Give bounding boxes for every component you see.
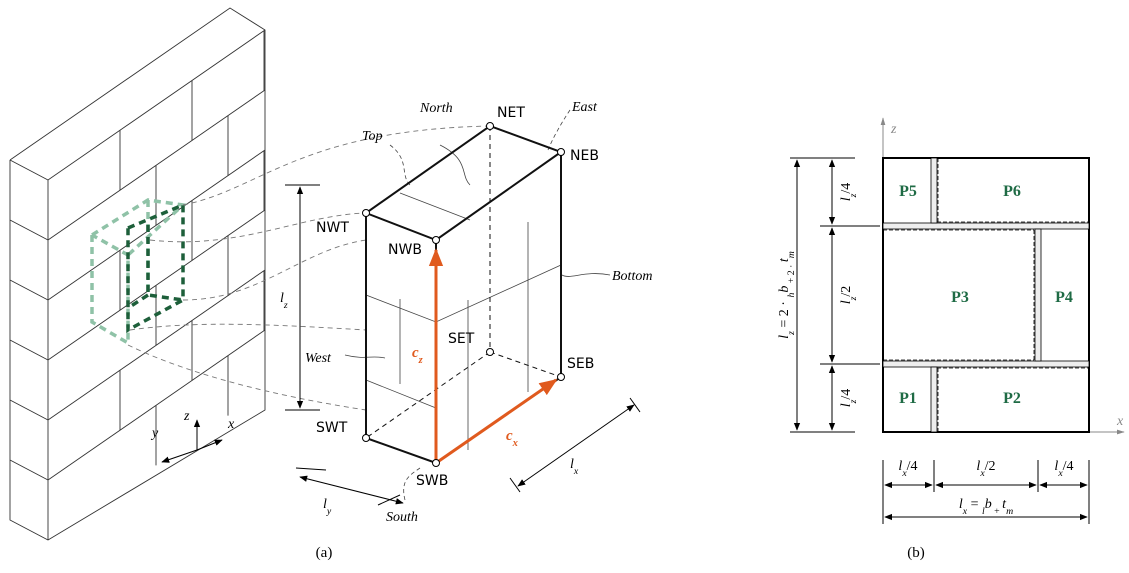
dimension-label: lx	[570, 457, 579, 477]
face-label: East	[571, 100, 598, 115]
brick-wall	[10, 8, 265, 540]
brick-joint	[48, 270, 265, 420]
text-part: /4	[907, 459, 918, 474]
page: North East Top Bottom West South NET NEB…	[0, 0, 1129, 573]
face-label: North	[419, 101, 453, 116]
vector-cx	[436, 380, 556, 463]
box	[363, 123, 565, 467]
dimension-label: lx/4	[1054, 459, 1073, 479]
corner-label: SET	[448, 331, 475, 347]
face-label: West	[305, 351, 332, 366]
dimension-label: lx/4	[898, 459, 917, 479]
corner-label: SEB	[567, 356, 594, 372]
text-part: = 2 ·	[777, 298, 792, 332]
subscript: +	[992, 506, 1002, 517]
text-part: /4	[1063, 459, 1074, 474]
part-label: P4	[1055, 289, 1073, 306]
corner-label: SWB	[416, 473, 448, 489]
subscript: y	[326, 506, 332, 517]
caption: (b)	[907, 545, 925, 561]
panel-b-drawing	[790, 118, 1124, 524]
text-part: =	[967, 497, 982, 512]
face-label: Top	[362, 129, 383, 144]
dimension-label: lz/4	[839, 183, 859, 202]
figure: North East Top Bottom West South NET NEB…	[0, 0, 1129, 573]
dimension-label: lz/4	[839, 389, 859, 408]
text-part: /2	[985, 459, 996, 474]
part-label: P2	[1003, 390, 1021, 407]
text-part: /4	[839, 389, 854, 400]
text-part: /2	[839, 286, 854, 297]
subscript: m	[1006, 506, 1013, 517]
dimension-label: lz	[280, 291, 288, 311]
dimension-label: lx/2	[976, 459, 995, 479]
subscript: + 2 ·	[786, 262, 797, 285]
part-label: P6	[1003, 183, 1021, 200]
brick-joint	[48, 330, 265, 480]
brick-joint	[10, 460, 48, 480]
axis-label: z	[183, 409, 190, 424]
subscript: z	[418, 355, 424, 366]
text-part: b	[777, 286, 792, 293]
vector-label: cx	[506, 428, 518, 449]
brick-joint	[48, 210, 265, 360]
axis-label: x	[227, 417, 235, 432]
corner-label: NWT	[316, 220, 349, 236]
text-part: b	[985, 497, 992, 512]
equation: lx = lb + tm	[959, 497, 1013, 517]
corner-label: NEB	[570, 148, 599, 164]
vector-label: cz	[412, 345, 424, 366]
subscript: x	[512, 438, 518, 449]
subscript: m	[786, 251, 797, 258]
brick-joint	[10, 280, 48, 300]
dimensions-a	[162, 185, 640, 505]
corner-label: NET	[497, 105, 525, 121]
dimension-label: ly	[323, 497, 332, 517]
part-label: P5	[899, 183, 917, 200]
axis-label: z	[890, 122, 897, 137]
corner-label: SWT	[316, 420, 348, 436]
face-label: South	[386, 510, 418, 525]
green-brick	[92, 200, 183, 343]
equation: lz = 2 · hb + 2 · tm	[777, 251, 797, 339]
brick-joint	[10, 400, 48, 420]
subscript: x	[573, 466, 579, 477]
corner-label: NWB	[388, 242, 422, 258]
brick-joint	[48, 150, 265, 300]
part-label: P1	[899, 390, 917, 407]
dimension-label: lz/2	[839, 286, 859, 305]
axis-label: y	[150, 426, 159, 441]
brick-joint	[10, 340, 48, 360]
text-part: /4	[839, 183, 854, 194]
caption: (a)	[316, 545, 333, 561]
face-label: Bottom	[612, 269, 652, 284]
brick-joint	[10, 220, 48, 240]
axis-label: x	[1116, 414, 1124, 429]
part-label: P3	[951, 289, 969, 306]
subscript: z	[283, 300, 288, 311]
